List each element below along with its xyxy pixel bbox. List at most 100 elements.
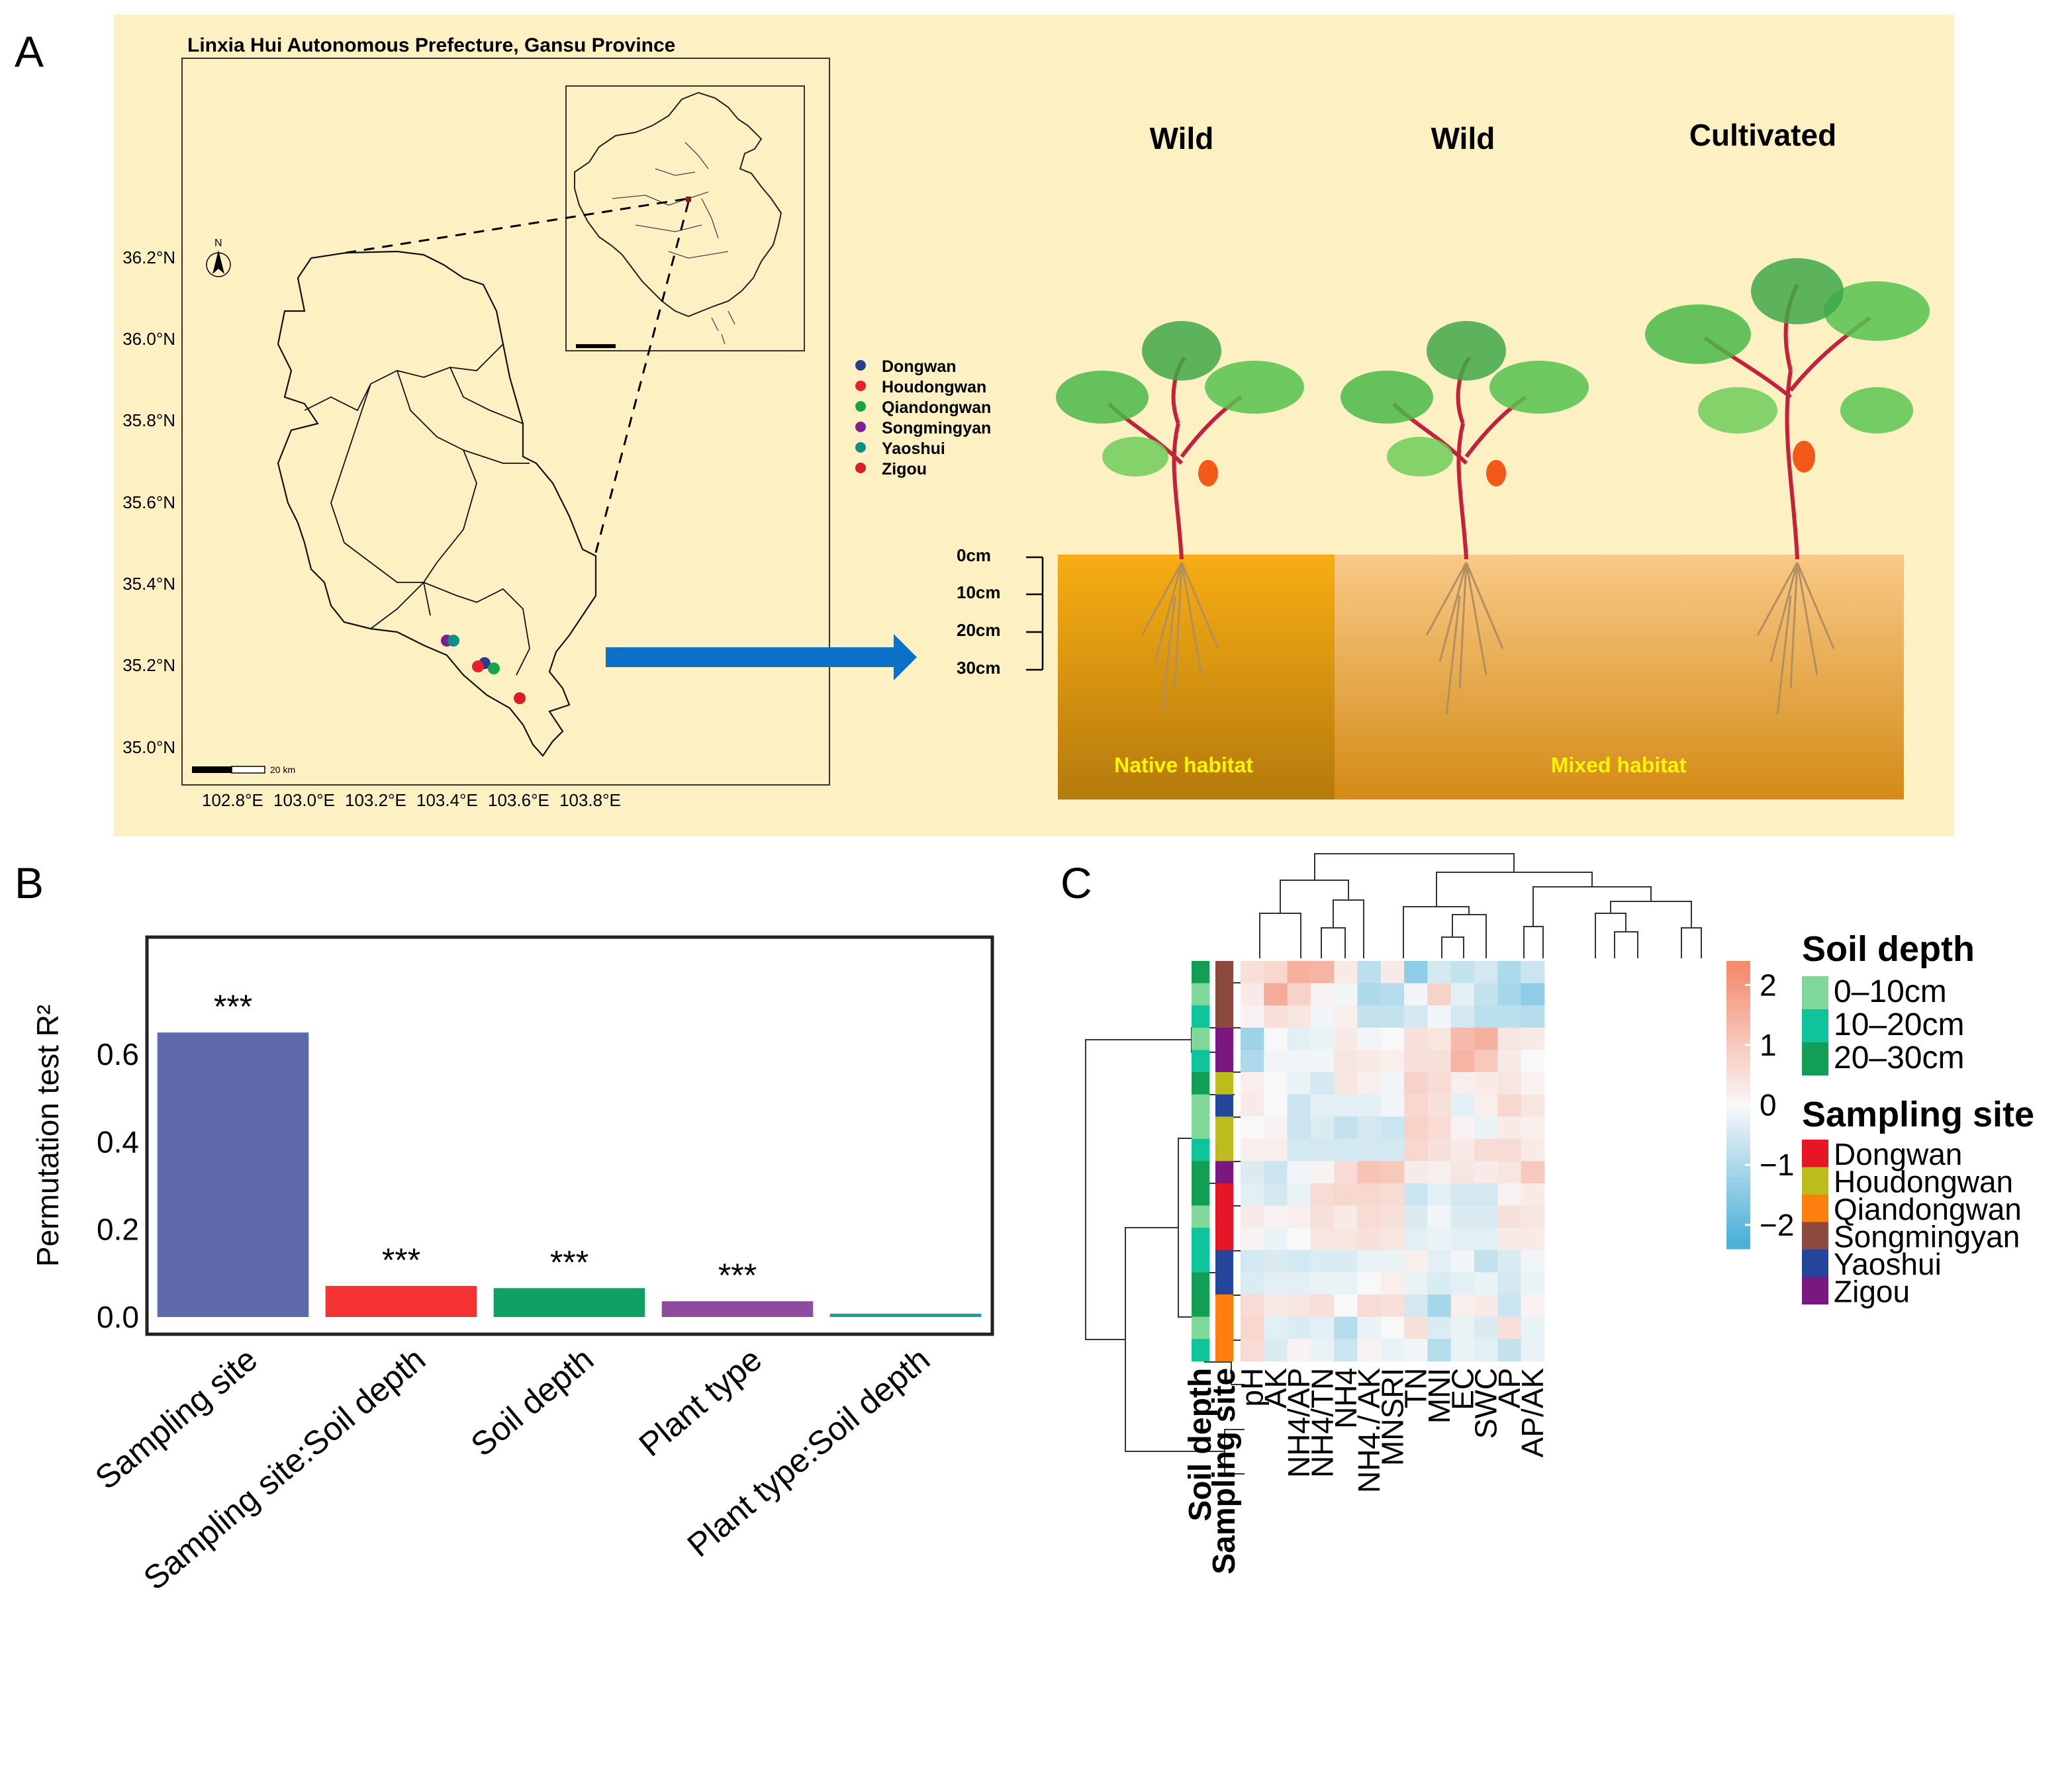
soil-depth-legend-label: 0–10cm	[1834, 974, 1947, 1009]
heatmap-cell	[1287, 1161, 1311, 1184]
heatmap-cell	[1427, 1339, 1452, 1362]
heatmap-cell	[1380, 1250, 1405, 1273]
heatmap-cell	[1427, 983, 1452, 1006]
soil-depth-annotation-cell	[1192, 1339, 1209, 1362]
sampling-site-annotation-cell	[1215, 1027, 1233, 1050]
heatmap-cell	[1241, 1072, 1264, 1095]
heatmap-cell	[1497, 1138, 1522, 1161]
heatmap-cell	[1287, 1228, 1311, 1251]
bar-3	[661, 1301, 814, 1317]
heatmap-cell	[1357, 1295, 1382, 1318]
heatmap-cell	[1287, 1316, 1311, 1340]
sampling-site-legend-label: Dongwan	[1834, 1137, 1962, 1171]
heatmap-cell	[1450, 1161, 1475, 1184]
heatmap-cell	[1357, 1272, 1382, 1295]
heatmap-cell	[1264, 1250, 1288, 1273]
heatmap-column-label: AK	[1258, 1367, 1293, 1408]
colorbar-segment	[1726, 1167, 1750, 1173]
panel-label-a: A	[15, 27, 44, 76]
significance-label: ***	[550, 1244, 589, 1281]
heatmap-cell	[1427, 1295, 1452, 1318]
heatmap-cell	[1264, 1183, 1288, 1206]
lon-tick: 103.6°E	[488, 790, 549, 810]
heatmap-cell	[1334, 1094, 1358, 1117]
heatmap-cell	[1334, 1339, 1358, 1362]
colorbar-segment	[1726, 1201, 1750, 1206]
colorbar-segment	[1726, 1038, 1750, 1043]
heatmap-cell	[1521, 1072, 1545, 1095]
heatmap-cell	[1404, 1116, 1428, 1140]
heatmap-cell	[1264, 1272, 1288, 1295]
bar-chart-ylabel: Permutation test R²	[30, 1005, 65, 1267]
heatmap-cell	[1310, 961, 1335, 984]
heatmap-cell	[1334, 1138, 1358, 1161]
map-legend: Dongwan Houdongwan Qiandongwan Songmingy…	[855, 357, 991, 478]
heatmap-cell	[1310, 1094, 1335, 1117]
heatmap-cell	[1380, 1161, 1405, 1184]
soil-depth-annotation-cell	[1192, 1272, 1209, 1295]
heatmap-cell	[1474, 1050, 1498, 1073]
colorbar-segment	[1726, 1177, 1750, 1183]
annotation-axis-label: Sampling site	[1207, 1368, 1242, 1574]
heatmap-cell	[1450, 1228, 1475, 1251]
heatmap-cell	[1404, 1339, 1428, 1362]
colorbar-segment	[1726, 1172, 1750, 1177]
heatmap-cell	[1427, 1116, 1452, 1140]
colorbar-segment	[1726, 1047, 1750, 1053]
heatmap-cell	[1357, 1205, 1382, 1228]
heatmap-cell	[1310, 1250, 1335, 1273]
legend-dot-houdongwan	[855, 381, 866, 391]
heatmap-cell	[1521, 983, 1545, 1006]
heatmap-cell	[1404, 1161, 1428, 1184]
legend-label: Yaoshui	[882, 439, 945, 458]
heatmap-cell	[1264, 1027, 1288, 1050]
heatmap-cell	[1521, 1272, 1545, 1295]
study-area-marker	[686, 197, 691, 202]
heatmap-cell	[1427, 1027, 1452, 1050]
bar-chart-ytick: 0.2	[97, 1212, 139, 1247]
heatmap-cell	[1310, 983, 1335, 1006]
annotation-axis-label: Soil depth	[1183, 1368, 1218, 1522]
colorbar-segment	[1726, 1095, 1750, 1101]
colorbar-segment	[1726, 1220, 1750, 1226]
sampling-site-annotation-cell	[1215, 983, 1233, 1006]
heatmap-cell	[1474, 1205, 1498, 1228]
soil-depth-annotation-cell	[1192, 1050, 1209, 1073]
heatmap-cell	[1427, 1138, 1452, 1161]
colorbar-segment	[1726, 1105, 1750, 1111]
colorbar-segment	[1726, 1138, 1750, 1144]
heatmap-cell	[1357, 1072, 1382, 1095]
heatmap-cell	[1521, 1138, 1545, 1161]
colorbar-segment	[1726, 985, 1750, 991]
heatmap-cell	[1450, 1205, 1475, 1228]
heatmap-cell	[1310, 1050, 1335, 1073]
heatmap-column-label: EC	[1445, 1368, 1480, 1410]
site-point-zigou	[514, 692, 526, 704]
legend-dot-qiandongwan	[855, 401, 866, 412]
heatmap-cell	[1357, 1339, 1382, 1362]
soil-depth-annotation-cell	[1192, 1005, 1209, 1028]
heatmap-cell	[1497, 1094, 1522, 1117]
sampling-site-legend-label: Yaoshui	[1834, 1247, 1942, 1281]
colorbar-segment	[1726, 1085, 1750, 1091]
heatmap-cell	[1497, 1005, 1522, 1028]
heatmap-cell	[1427, 1316, 1452, 1340]
depth-label: 20cm	[957, 620, 1001, 640]
sampling-site-annotation-cell	[1215, 1205, 1233, 1228]
colorbar-segment	[1726, 1076, 1750, 1081]
heatmap-cell	[1474, 1250, 1498, 1273]
sampling-site-legend-title: Sampling site	[1802, 1095, 2034, 1134]
legend-label: Songmingyan	[882, 419, 991, 437]
soil-depth-legend-label: 20–30cm	[1834, 1040, 1964, 1075]
heatmap-cell	[1241, 1228, 1264, 1251]
heatmap-cell	[1334, 1161, 1358, 1184]
colorbar-segment	[1726, 1224, 1750, 1230]
svg-text:20 km: 20 km	[270, 764, 295, 775]
heatmap-cell	[1404, 1094, 1428, 1117]
heatmap-cell	[1264, 1094, 1288, 1117]
heatmap-cell	[1404, 1072, 1428, 1095]
bar-chart-xtick: Soil depth	[464, 1341, 600, 1464]
heatmap-cell	[1241, 1316, 1264, 1340]
heatmap-cell	[1474, 1183, 1498, 1206]
heatmap-cell	[1497, 1250, 1522, 1273]
